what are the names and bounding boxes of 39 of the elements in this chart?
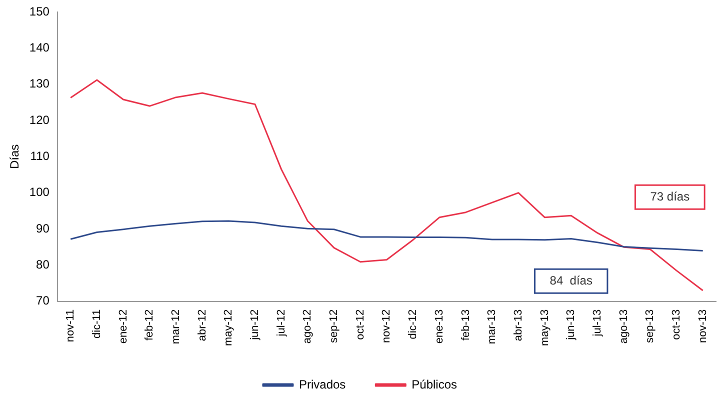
x-tick-label: may-13 bbox=[538, 309, 551, 346]
y-tick-label: 130 bbox=[29, 76, 50, 91]
x-tick-label: jul-12 bbox=[275, 309, 288, 338]
y-tick-label: 80 bbox=[36, 257, 50, 272]
x-tick-label: oct-12 bbox=[354, 309, 366, 340]
y-tick-label: 70 bbox=[36, 294, 50, 308]
x-tick-label: feb-13 bbox=[460, 309, 472, 341]
x-tick-label: jun-13 bbox=[565, 309, 578, 341]
x-tick-label: jun-12 bbox=[249, 309, 262, 341]
x-tick-label: dic-11 bbox=[90, 309, 103, 338]
x-tick-label: ago-12 bbox=[302, 309, 314, 344]
x-tick-label: may-12 bbox=[222, 309, 235, 346]
x-tick-label: sep-12 bbox=[328, 309, 340, 343]
y-tick-label: 90 bbox=[36, 221, 50, 236]
x-tick-label: jul-13 bbox=[591, 309, 604, 338]
legend-label: Públicos bbox=[412, 377, 458, 392]
x-tick-label: mar-13 bbox=[486, 309, 498, 344]
x-tick-label: nov-12 bbox=[380, 309, 393, 343]
y-tick-label: 140 bbox=[29, 40, 50, 54]
x-tick-label: ene-13 bbox=[433, 309, 446, 344]
x-tick-label: nov-11 bbox=[64, 309, 77, 342]
y-tick-label: 110 bbox=[30, 148, 50, 163]
x-tick-label: ene-12 bbox=[117, 309, 130, 344]
y-axis-title: Días bbox=[8, 144, 22, 170]
y-tick-label: 100 bbox=[29, 185, 50, 200]
x-tick-label: abr-12 bbox=[196, 309, 208, 342]
x-tick-label: dic-12 bbox=[407, 309, 420, 340]
x-tick-label: mar-12 bbox=[170, 309, 182, 344]
x-tick-label: ago-13 bbox=[618, 309, 630, 344]
x-tick-label: nov-13 bbox=[696, 309, 709, 343]
x-tick-label: sep-13 bbox=[644, 309, 656, 343]
x-tick-label: oct-13 bbox=[670, 309, 683, 340]
x-tick-label: abr-13 bbox=[512, 309, 524, 342]
y-tick-label: 150 bbox=[29, 4, 50, 18]
annotation: 73 días bbox=[650, 189, 690, 204]
y-tick-label: 120 bbox=[29, 112, 50, 127]
annotation: 84 días bbox=[550, 273, 592, 288]
x-tick-label: feb-12 bbox=[144, 309, 156, 341]
legend-label: Privados bbox=[298, 377, 346, 392]
